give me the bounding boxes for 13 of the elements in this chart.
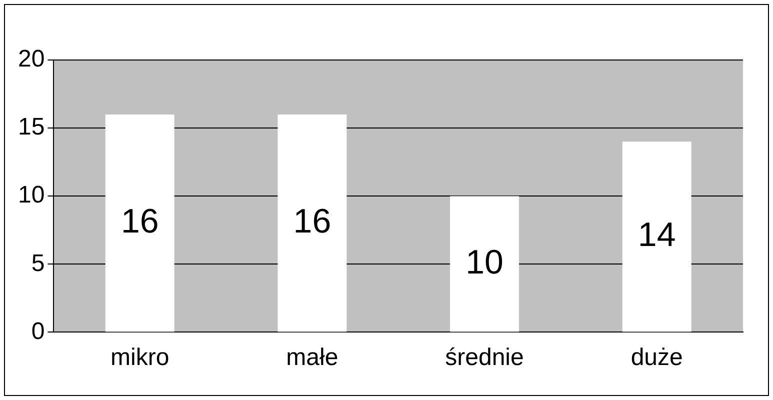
y-tick-label: 10 — [18, 182, 45, 209]
data-label: 14 — [638, 216, 676, 254]
data-label: 16 — [120, 202, 159, 240]
data-label: 16 — [293, 202, 332, 240]
y-tick-label: 5 — [31, 250, 45, 277]
y-tick-label: 15 — [18, 114, 45, 141]
x-tick-label: średnie — [445, 344, 524, 372]
y-tick-label: 0 — [31, 318, 45, 345]
x-tick-label: małe — [286, 344, 338, 372]
y-tick-label: 20 — [18, 46, 45, 73]
x-tick-label: duże — [630, 344, 683, 372]
data-label: 10 — [466, 243, 504, 282]
x-tick-label: mikro — [110, 344, 170, 372]
